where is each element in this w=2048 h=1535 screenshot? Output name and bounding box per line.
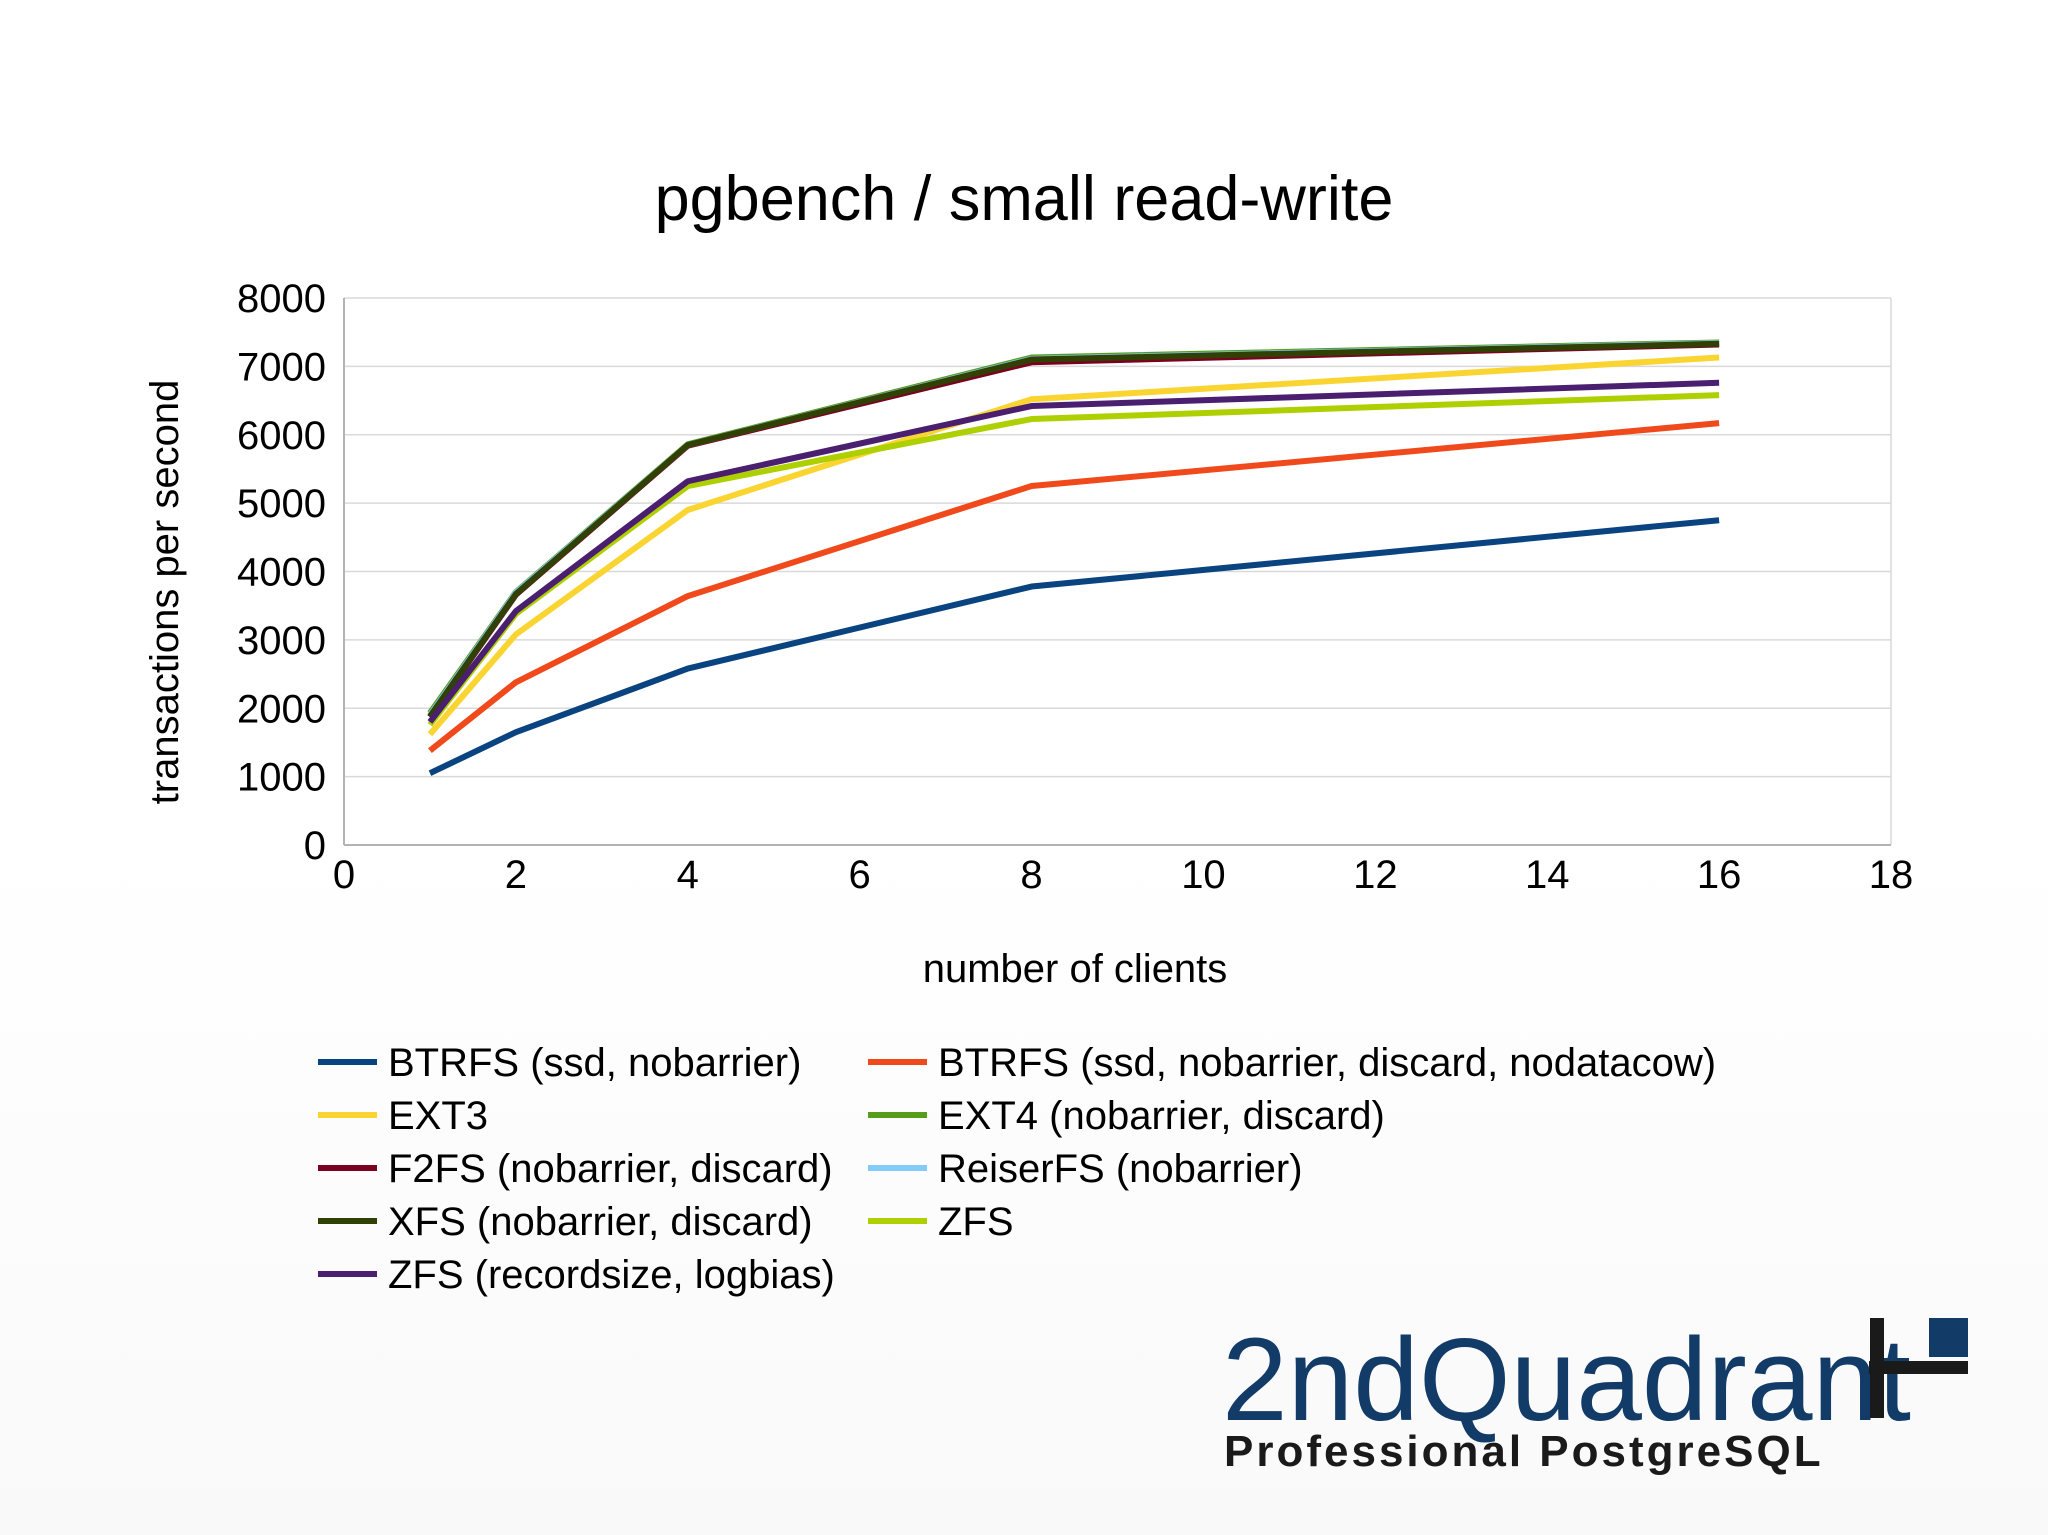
x-tick-label: 14: [1525, 853, 1570, 897]
legend-label: ZFS: [938, 1200, 1014, 1244]
legend-label: BTRFS (ssd, nobarrier): [388, 1041, 801, 1085]
x-tick-label: 12: [1353, 853, 1398, 897]
y-tick-label: 4000: [237, 551, 326, 595]
tick-labels: 0 1000 2000 3000 4000 5000 6000 7000 8000 0 2 4 6 8 10…: [237, 277, 1913, 897]
legend-item: EXT3: [318, 1094, 488, 1138]
legend: BTRFS (ssd, nobarrier) BTRFS (ssd, nobarr…: [318, 1041, 1716, 1297]
legend-item: BTRFS (ssd, nobarrier): [318, 1041, 801, 1085]
legend-label: ReiserFS (nobarrier): [938, 1147, 1303, 1191]
x-tick-label: 18: [1869, 853, 1914, 897]
logo-tagline: Professional PostgreSQL: [1224, 1427, 1824, 1476]
axes: [343, 298, 1891, 846]
y-tick-label: 7000: [237, 345, 326, 389]
legend-label: BTRFS (ssd, nobarrier, discard, nodataco…: [938, 1041, 1716, 1085]
series-line: [427, 354, 1720, 737]
x-tick-label: 2: [505, 853, 527, 897]
legend-label: ZFS (recordsize, logbias): [388, 1253, 835, 1297]
y-tick-label: 8000: [237, 277, 326, 321]
y-tick-label: 2000: [237, 687, 326, 731]
legend-item: ReiserFS (nobarrier): [868, 1147, 1303, 1191]
legend-label: EXT4 (nobarrier, discard): [938, 1094, 1385, 1138]
legend-label: F2FS (nobarrier, discard): [388, 1147, 833, 1191]
series-line: [428, 517, 1720, 776]
x-tick-label: 4: [677, 853, 699, 897]
legend-item: ZFS: [868, 1200, 1014, 1244]
x-tick-label: 6: [849, 853, 871, 897]
series-lines: [427, 339, 1720, 776]
y-axis-title: transactions per second: [143, 380, 187, 805]
x-tick-label: 10: [1181, 853, 1226, 897]
logo-plus-mark: [1869, 1318, 1968, 1418]
legend-item: ZFS (recordsize, logbias): [318, 1253, 835, 1297]
y-tick-label: 5000: [237, 482, 326, 526]
logo-wordmark: 2ndQuadrant: [1222, 1314, 1911, 1446]
series-line: [428, 420, 1720, 753]
chart-title: pgbench / small read-write: [655, 164, 1394, 234]
legend-label: EXT3: [388, 1094, 488, 1138]
legend-item: F2FS (nobarrier, discard): [318, 1147, 833, 1191]
legend-item: EXT4 (nobarrier, discard): [868, 1094, 1385, 1138]
company-logo: 2ndQuadrant Professional PostgreSQL: [1222, 1314, 1968, 1476]
legend-label: XFS (nobarrier, discard): [388, 1200, 813, 1244]
legend-item: XFS (nobarrier, discard): [318, 1200, 813, 1244]
y-tick-label: 0: [304, 824, 326, 868]
y-tick-label: 6000: [237, 414, 326, 458]
x-axis-title: number of clients: [923, 947, 1228, 991]
legend-item: BTRFS (ssd, nobarrier, discard, nodataco…: [868, 1041, 1716, 1085]
series-line: [427, 379, 1720, 724]
series-line: [427, 340, 1720, 719]
y-tick-label: 3000: [237, 619, 326, 663]
x-tick-label: 16: [1697, 853, 1742, 897]
x-tick-label: 8: [1020, 853, 1042, 897]
x-tick-label: 0: [333, 853, 355, 897]
y-tick-label: 1000: [237, 756, 326, 800]
